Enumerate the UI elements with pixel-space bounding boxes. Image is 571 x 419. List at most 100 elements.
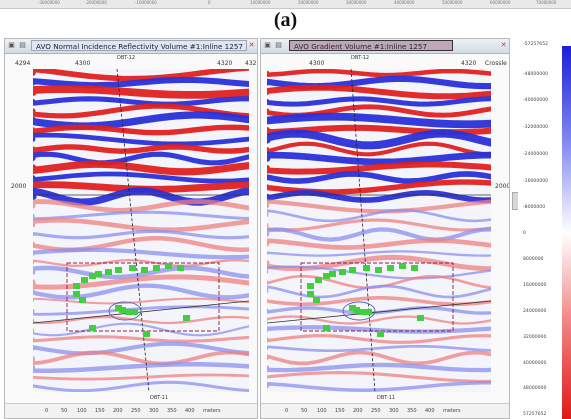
anomaly-block [73, 283, 80, 289]
well-path [116, 69, 150, 392]
reflector-band [33, 322, 249, 337]
reflector-band [33, 373, 249, 381]
reflector-band [267, 171, 491, 184]
window-icon[interactable]: ▣ [264, 41, 271, 49]
reflector-band [33, 151, 249, 166]
depth-label: 2000 [11, 183, 27, 190]
reflector-band [33, 265, 249, 280]
reflector-band [267, 112, 491, 129]
top-tick: -10000000 [135, 0, 157, 5]
trace-label: 4294 [15, 60, 31, 67]
colorbar-label: -32000000 [523, 125, 549, 130]
anomaly-block [143, 331, 150, 337]
anomaly-block [349, 267, 356, 273]
window-icon[interactable]: ▣ [8, 41, 15, 49]
anomaly-block [411, 265, 418, 271]
reflector-band [33, 103, 249, 119]
anomaly-block [323, 325, 330, 331]
left-titlebar[interactable]: ▣ ▤ AVO Normal Incidence Reflectivity Vo… [5, 39, 257, 54]
reflector-band [33, 160, 249, 176]
right-seismic-section[interactable] [267, 69, 491, 392]
reflector-band [267, 96, 491, 107]
trace-label: 4300 [309, 60, 325, 67]
reflector-band [267, 151, 491, 166]
top-tick: 30000000 [346, 0, 367, 5]
colorbar-label: 48000000 [523, 386, 547, 391]
reflector-band [267, 265, 491, 280]
scale-unit: meters [443, 408, 461, 414]
reflector-band [33, 124, 249, 136]
depth-label: 2000 [495, 183, 510, 190]
anomaly-block [115, 267, 122, 273]
scale-tick: 100 [317, 408, 327, 414]
anomaly-block [105, 269, 112, 275]
anomaly-block [141, 267, 148, 273]
reflector-band [267, 325, 491, 334]
reflector-band [267, 295, 491, 307]
close-icon[interactable]: ✕ [500, 41, 507, 49]
left-trace-axis: 4294 4300 4320 432 [5, 53, 257, 69]
seismic-section-icon[interactable]: ▤ [275, 41, 282, 49]
reflector-band [267, 334, 491, 344]
reflector-band [267, 227, 491, 242]
reflector-band [267, 129, 491, 150]
top-tick: 20000000 [298, 0, 319, 5]
close-icon[interactable]: ✕ [248, 41, 255, 49]
reflector-band [267, 250, 491, 257]
reflector-band [33, 217, 249, 233]
anomaly-block [89, 273, 96, 279]
reflector-band [267, 371, 491, 383]
reflector-band [267, 218, 491, 232]
left-seismic-image [33, 69, 249, 392]
scale-tick: 350 [407, 408, 417, 414]
reflector-band [33, 247, 249, 260]
reflector-band [33, 297, 249, 305]
horizon-line [267, 300, 491, 324]
scale-tick: 350 [167, 408, 177, 414]
anomaly-block [307, 291, 314, 297]
reflector-band [33, 229, 249, 240]
reflector-band [33, 171, 249, 184]
anomaly-block [329, 271, 336, 277]
anomaly-block [131, 309, 138, 315]
reflector-band [33, 341, 249, 356]
colorbar-label: 57257652 [523, 412, 547, 417]
top-tick: 0 [208, 0, 211, 5]
scale-tick: 100 [77, 408, 87, 414]
right-window-title: AVO Gradient Volume #1:Inline 1257 [289, 40, 453, 51]
reflector-band [267, 344, 491, 353]
reflector-band [33, 283, 249, 300]
anomaly-block [125, 309, 132, 315]
anomaly-block [363, 265, 370, 271]
left-seismic-window: ▣ ▤ AVO Normal Incidence Reflectivity Vo… [4, 38, 258, 419]
left-seismic-section[interactable] [33, 69, 249, 392]
anomaly-block [115, 305, 122, 311]
reflector-band [267, 69, 491, 78]
left-scale-bar: 0 50 100 150 200 250 300 350 400 meters [5, 403, 257, 418]
right-titlebar[interactable]: ▣ ▤ AVO Gradient Volume #1:Inline 1257 ✕ [261, 39, 509, 54]
reflector-band [33, 111, 249, 130]
reflector-band [267, 254, 491, 272]
anomaly-block [73, 291, 80, 297]
anomaly-block [307, 283, 314, 289]
reflector-band [33, 305, 249, 316]
reflector-band [33, 69, 249, 82]
top-tick: 40000000 [394, 0, 415, 5]
anomaly-block [349, 305, 356, 311]
well-bottom-label: DBT-11 [377, 395, 396, 401]
reflector-band [33, 335, 249, 343]
top-tick: 70000000 [536, 0, 557, 5]
reflector-band [33, 132, 249, 147]
anomaly-block [313, 297, 320, 303]
colorbar-label: 24000000 [523, 309, 547, 314]
scale-tick: 400 [185, 408, 195, 414]
seismic-section-icon[interactable]: ▤ [19, 41, 26, 49]
scale-tick: 50 [301, 408, 308, 414]
trace-label: 432 [245, 60, 257, 67]
colorbar-label: 32000000 [523, 335, 547, 340]
reflector-band [267, 362, 491, 373]
reflector-band [33, 85, 249, 99]
well-bottom-label: DBT-11 [150, 395, 169, 401]
anomaly-block [417, 315, 424, 321]
reflector-band [33, 362, 249, 373]
